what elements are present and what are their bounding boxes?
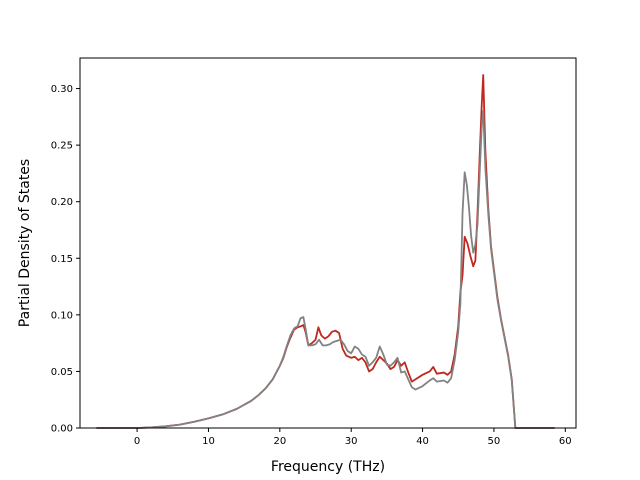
x-tick-label: 50: [488, 436, 501, 447]
y-tick-label: 0.10: [51, 310, 73, 321]
series-layer: [96, 74, 555, 429]
plot-frame: [79, 57, 577, 429]
y-tick-label: 0.15: [51, 254, 73, 265]
x-tick-label: 0: [134, 436, 140, 447]
ticks-layer: 0 10 20 30 40 50 60 0.00 0.05 0.10 0.15 0.20 0.25 0.3…: [51, 84, 572, 447]
y-tick-label: 0.25: [51, 141, 73, 152]
y-tick-label: 0.05: [51, 367, 73, 378]
x-tick-label: 60: [559, 436, 572, 447]
y-tick-label: 0.20: [51, 197, 73, 208]
x-tick-label: 40: [416, 436, 429, 447]
series-line-1: [96, 74, 555, 429]
x-tick-label: 30: [345, 436, 358, 447]
x-axis-title: Frequency (THz): [271, 459, 385, 475]
x-tick-label: 20: [273, 436, 286, 447]
y-tick-label: 0.30: [51, 84, 73, 95]
series-line-2: [96, 110, 555, 429]
y-tick-label: 0.00: [51, 424, 73, 435]
y-axis-title: Partial Density of States: [17, 159, 33, 327]
x-tick-label: 10: [202, 436, 215, 447]
